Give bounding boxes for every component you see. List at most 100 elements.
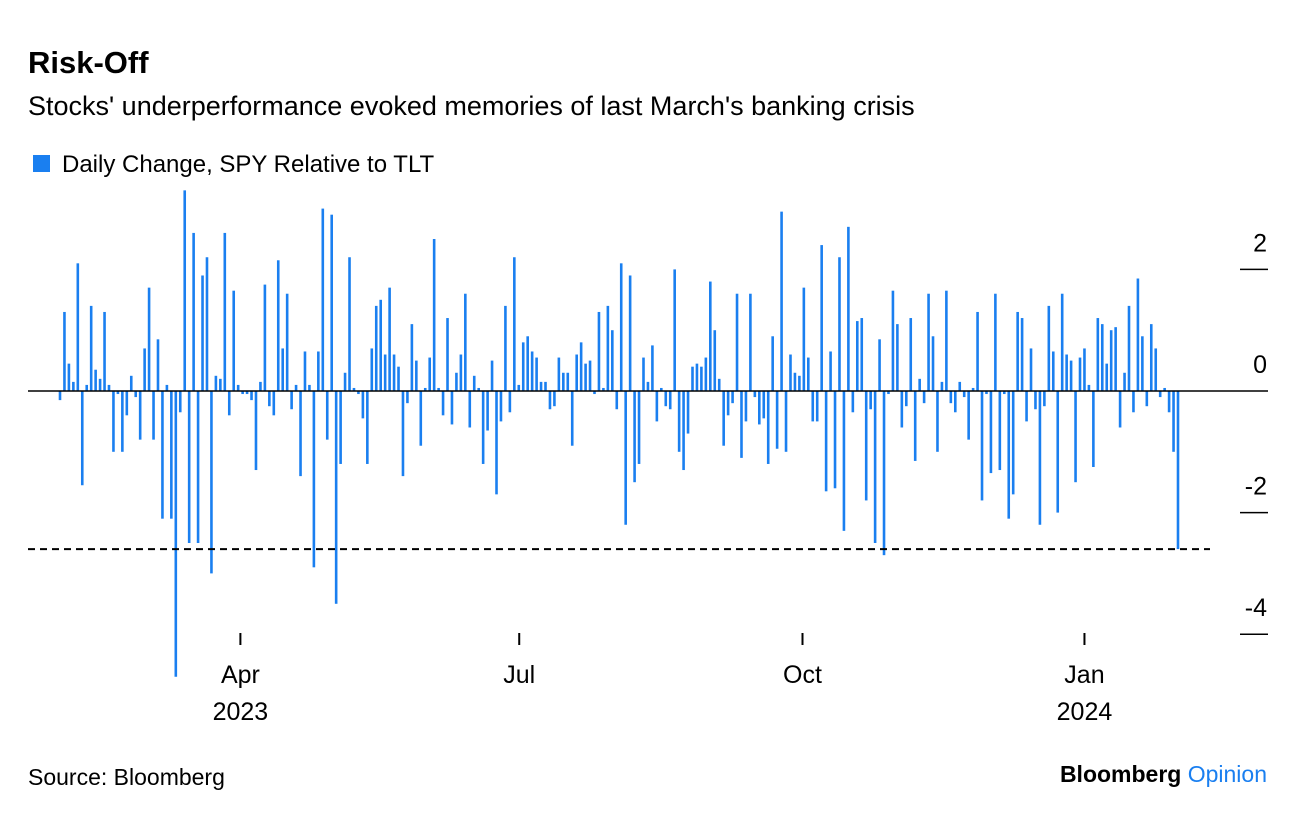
- bar: [415, 360, 418, 391]
- bar: [161, 391, 164, 519]
- bar: [1065, 354, 1068, 391]
- bar: [468, 391, 472, 428]
- bar: [918, 378, 921, 391]
- bar: [392, 354, 396, 391]
- bar: [1011, 391, 1015, 495]
- bar: [1118, 391, 1122, 428]
- bar: [722, 391, 725, 446]
- bar: [597, 311, 601, 391]
- bar: [383, 354, 387, 391]
- bar: [971, 387, 975, 391]
- bar: [103, 311, 106, 391]
- bar: [588, 360, 592, 391]
- bar: [1002, 391, 1006, 395]
- bar: [129, 375, 133, 391]
- bar: [236, 384, 240, 391]
- bar: [717, 378, 721, 391]
- bar: [758, 391, 761, 425]
- y-tick-label: 2: [1253, 229, 1267, 257]
- bar: [143, 348, 146, 391]
- bar: [156, 339, 160, 391]
- bar: [1100, 324, 1104, 391]
- bar: [976, 311, 979, 391]
- bar: [112, 391, 115, 452]
- bar: [219, 378, 222, 391]
- brand-name: Bloomberg: [1060, 761, 1181, 787]
- bar: [887, 391, 890, 395]
- bar: [709, 281, 712, 391]
- bar: [245, 391, 249, 395]
- bar: [1078, 357, 1082, 391]
- bar: [210, 391, 213, 574]
- bar: [441, 391, 445, 416]
- bar: [1038, 391, 1042, 525]
- bar: [820, 245, 823, 391]
- bar: [459, 354, 463, 391]
- bar: [1043, 391, 1046, 407]
- source: Source: Bloomberg: [28, 764, 225, 790]
- bar: [437, 387, 440, 391]
- bar: [432, 239, 436, 391]
- bar: [548, 391, 552, 410]
- bar: [312, 391, 316, 568]
- bar: [85, 384, 89, 391]
- bar: [829, 351, 832, 391]
- bar: [379, 299, 383, 391]
- legend-swatch: [33, 155, 50, 172]
- bar: [913, 391, 917, 461]
- bar: [281, 348, 285, 391]
- bar: [1145, 391, 1149, 407]
- bar: [949, 391, 953, 404]
- bar: [651, 345, 654, 391]
- bar: [321, 208, 325, 391]
- bar: [263, 284, 267, 391]
- bar: [1083, 348, 1086, 391]
- bar: [299, 391, 302, 477]
- bar: [606, 305, 610, 391]
- bar: [352, 387, 356, 391]
- bar: [891, 290, 895, 391]
- bar: [1087, 384, 1091, 391]
- bar: [700, 366, 703, 391]
- bar: [107, 384, 111, 391]
- bar: [673, 269, 676, 391]
- bar: [655, 391, 659, 422]
- bar: [517, 384, 521, 391]
- bar: [771, 336, 774, 391]
- bar: [521, 342, 525, 391]
- bar: [374, 305, 378, 391]
- bar: [401, 391, 405, 477]
- bar: [276, 260, 280, 391]
- bar: [842, 391, 846, 531]
- bar: [325, 391, 329, 440]
- bar: [544, 381, 547, 391]
- bar: [1096, 318, 1100, 391]
- bar: [1132, 391, 1135, 413]
- bar: [508, 391, 512, 413]
- brand-suffix: Opinion: [1188, 761, 1267, 787]
- bar: [735, 293, 739, 391]
- bar: [201, 275, 204, 391]
- bar: [214, 375, 218, 391]
- bar: [499, 391, 503, 422]
- bar: [490, 360, 494, 391]
- bar: [232, 290, 236, 391]
- bar: [357, 391, 360, 395]
- bar: [740, 391, 743, 458]
- x-tick-label: Jul: [503, 661, 535, 689]
- bar: [1149, 324, 1153, 391]
- bar: [713, 330, 717, 391]
- bar: [927, 293, 930, 391]
- bar: [290, 391, 293, 410]
- bar: [495, 391, 498, 495]
- bar: [241, 391, 244, 395]
- bar: [646, 381, 650, 391]
- bar: [579, 342, 583, 391]
- bar: [1141, 336, 1144, 391]
- bar: [464, 293, 467, 391]
- bar: [668, 391, 672, 410]
- bar: [116, 391, 120, 395]
- bar: [628, 275, 632, 391]
- bar: [330, 214, 334, 391]
- bar: [980, 391, 984, 501]
